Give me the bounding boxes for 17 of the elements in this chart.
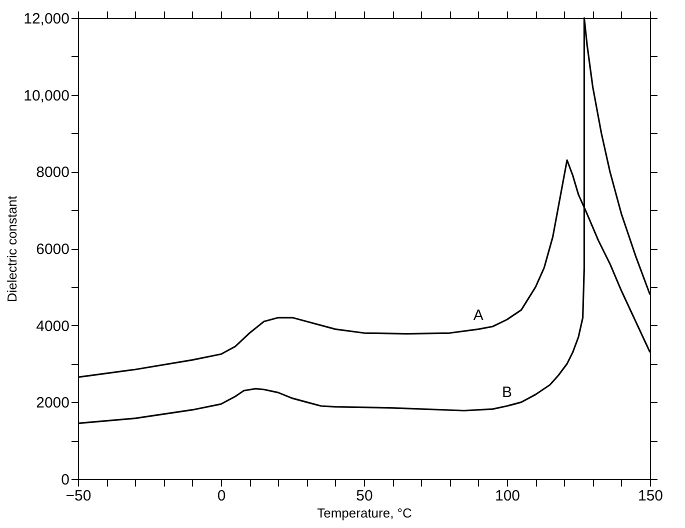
y-tick-label: 12,000 xyxy=(24,10,70,28)
x-tick-label: 0 xyxy=(217,488,226,504)
series-label: B xyxy=(502,384,512,402)
line-series xyxy=(77,17,651,424)
x-tick-label: 50 xyxy=(356,488,373,504)
y-tick-label: 2000 xyxy=(36,394,70,412)
y-axis-title: Dielectric constant xyxy=(4,196,20,302)
y-tick-label: 8000 xyxy=(36,164,70,182)
y-tick-label: 0 xyxy=(61,472,70,488)
series-label: A xyxy=(473,307,484,324)
x-tick-label: −50 xyxy=(66,488,92,504)
x-tick-label: 150 xyxy=(638,488,664,504)
y-tick-label: 6000 xyxy=(36,241,70,258)
x-axis-title: Temperature, °C xyxy=(317,506,412,520)
y-tick-label: 10,000 xyxy=(24,87,70,104)
y-tick-label: 4000 xyxy=(36,318,70,335)
x-tick-label: 100 xyxy=(494,488,520,504)
